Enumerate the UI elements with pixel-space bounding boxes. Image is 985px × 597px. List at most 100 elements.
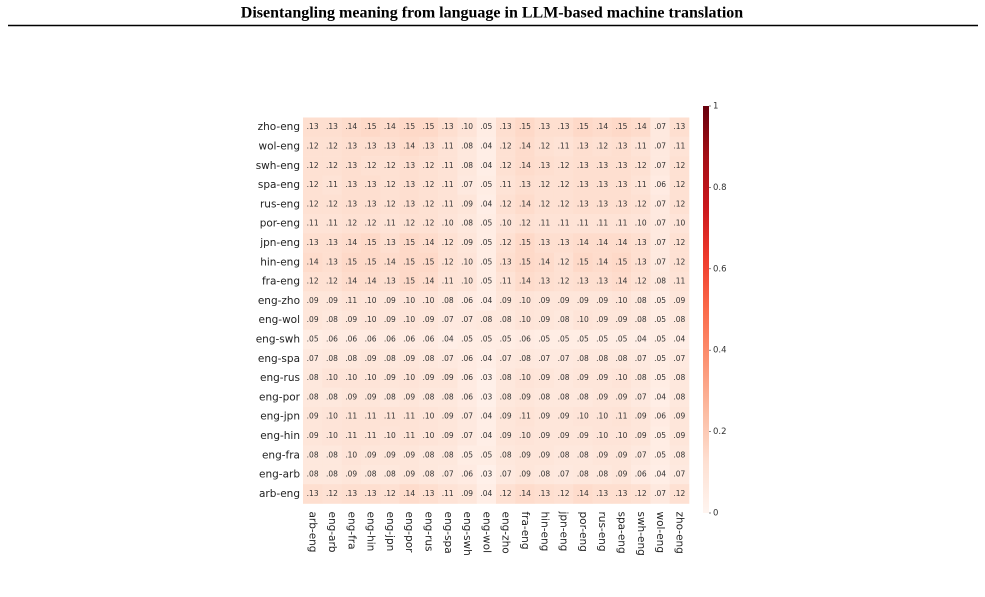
- cell-label: .10: [596, 431, 608, 440]
- cell-label: .11: [442, 277, 454, 286]
- heat-cell: [322, 464, 342, 485]
- cell-label: .15: [615, 257, 627, 266]
- heat-cell: [669, 136, 690, 157]
- heat-cell: [631, 426, 651, 446]
- cell-label: .09: [365, 450, 377, 459]
- column-label: eng-arb: [326, 512, 338, 553]
- heat-cell: [418, 310, 439, 331]
- row-label: eng-jpn: [260, 411, 300, 423]
- cell-label: .13: [538, 277, 550, 286]
- heat-cell: [515, 445, 535, 466]
- heat-cell: [457, 271, 477, 292]
- cell-label: .07: [442, 315, 454, 324]
- cell-label: .12: [442, 257, 454, 266]
- heat-cell: [534, 445, 555, 466]
- cell-label: .08: [654, 277, 666, 286]
- cell-label: .14: [422, 238, 434, 247]
- column-label: rus-eng: [596, 512, 608, 552]
- heat-cell: [360, 214, 381, 234]
- heat-cell: [592, 426, 613, 446]
- cell-label: .12: [307, 180, 319, 189]
- cell-label: .11: [403, 431, 415, 440]
- row-label: eng-por: [259, 391, 301, 403]
- cell-label: .14: [384, 257, 396, 266]
- cell-label: .08: [307, 470, 319, 479]
- column-label: hin-eng: [538, 512, 550, 552]
- cell-label: .15: [345, 257, 357, 266]
- heat-cell: [496, 349, 516, 369]
- heat-cell: [438, 271, 458, 292]
- cell-label: .15: [577, 122, 589, 131]
- cell-label: .06: [461, 354, 473, 363]
- cell-label: .09: [558, 431, 570, 440]
- cell-label: .12: [326, 489, 338, 498]
- cell-label: .10: [461, 257, 473, 266]
- cell-label: .11: [500, 277, 512, 286]
- heat-cell: [418, 329, 439, 350]
- heat-cell: [496, 194, 516, 215]
- cell-label: .13: [403, 180, 415, 189]
- heat-cell: [457, 252, 477, 273]
- heat-cell: [438, 329, 458, 350]
- heat-cell: [303, 407, 323, 427]
- cell-label: .13: [596, 277, 608, 286]
- cell-label: .14: [519, 489, 531, 498]
- heat-cell: [534, 233, 555, 253]
- heat-cell: [322, 136, 342, 157]
- heat-cell: [476, 156, 497, 176]
- cell-label: .12: [422, 219, 434, 228]
- cell-label: .13: [596, 489, 608, 498]
- heat-cell: [360, 136, 381, 157]
- heat-cell: [457, 214, 477, 234]
- cell-label: .14: [365, 277, 377, 286]
- heat-cell: [457, 156, 477, 176]
- cell-label: .11: [577, 219, 589, 228]
- heat-cell: [438, 445, 458, 466]
- heat-cell: [476, 194, 497, 215]
- cell-label: .13: [403, 161, 415, 170]
- heat-cell: [669, 252, 690, 273]
- cell-label: .12: [326, 199, 338, 208]
- cell-label: .15: [403, 238, 415, 247]
- cell-label: .13: [538, 489, 550, 498]
- heat-cell: [438, 194, 458, 215]
- cell-label: .12: [307, 141, 319, 150]
- heat-cell: [515, 214, 535, 234]
- heat-cell: [669, 484, 690, 504]
- cell-label: .11: [635, 180, 647, 189]
- cell-label: .08: [596, 470, 608, 479]
- cell-label: .09: [538, 450, 550, 459]
- cell-label: .12: [365, 219, 377, 228]
- cell-label: .13: [326, 257, 338, 266]
- cell-label: .08: [558, 450, 570, 459]
- cell-label: .07: [558, 470, 570, 479]
- cell-label: .05: [480, 450, 492, 459]
- heat-cell: [360, 426, 381, 446]
- heat-cell: [515, 291, 535, 311]
- cell-label: .13: [345, 489, 357, 498]
- cell-label: .13: [442, 122, 454, 131]
- cell-label: .08: [365, 470, 377, 479]
- cell-label: .12: [422, 161, 434, 170]
- cell-label: .10: [442, 219, 454, 228]
- heat-cell: [650, 291, 670, 311]
- heat-cell: [631, 175, 651, 195]
- cell-label: .12: [558, 161, 570, 170]
- row-label: rus-eng: [260, 198, 300, 210]
- cell-label: .15: [577, 257, 589, 266]
- cell-label: .04: [480, 199, 492, 208]
- cell-label: .13: [615, 161, 627, 170]
- cell-label: .10: [326, 412, 338, 421]
- cell-label: .05: [480, 180, 492, 189]
- heat-cell: [650, 368, 670, 388]
- cell-label: .14: [596, 238, 608, 247]
- cell-label: .13: [615, 489, 627, 498]
- cell-label: .09: [673, 296, 685, 305]
- heat-cell: [438, 136, 458, 157]
- cell-label: .13: [519, 180, 531, 189]
- cell-label: .08: [422, 450, 434, 459]
- heat-cell: [341, 387, 362, 408]
- cell-label: .09: [384, 450, 396, 459]
- cell-label: .09: [345, 470, 357, 479]
- cell-label: .10: [596, 412, 608, 421]
